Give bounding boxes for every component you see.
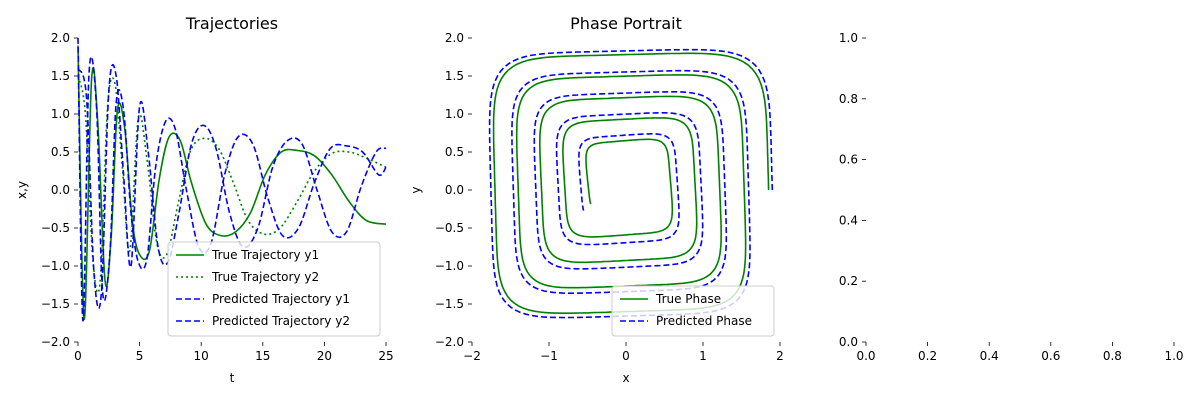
y-axis-label: x,y <box>15 181 29 199</box>
legend-label: True Trajectory y1 <box>211 248 319 262</box>
x-tick-label: 20 <box>317 349 332 363</box>
y-tick-label: 0.5 <box>51 145 70 159</box>
y-tick-label: −1.0 <box>435 259 464 273</box>
y-tick-label: 0.0 <box>445 183 464 197</box>
x-tick-label: 0 <box>622 349 630 363</box>
chart-title: Trajectories <box>185 14 278 33</box>
y-tick-label: −0.5 <box>41 221 70 235</box>
y-tick-label: −1.5 <box>435 297 464 311</box>
panel-empty: 0.0 0.2 0.4 0.6 0.8 1.0 0.0 0.2 0.4 0.6 0.8 1.0 <box>839 31 1184 363</box>
y-tick-label: −2.0 <box>435 335 464 349</box>
y-tick-label: 2.0 <box>51 31 70 45</box>
y-tick-label: −1.5 <box>41 297 70 311</box>
series-line <box>77 75 387 294</box>
y-tick-label: 0.0 <box>839 335 858 349</box>
legend-label: True Phase <box>655 292 721 306</box>
x-axis-label: t <box>230 371 235 385</box>
x-tick-label: 1.0 <box>1164 349 1183 363</box>
x-tick-label: −2 <box>463 349 481 363</box>
y-tick-label: 1.5 <box>51 69 70 83</box>
x-tick-label: 0.6 <box>1041 349 1060 363</box>
x-tick-label: 15 <box>255 349 270 363</box>
legend-label: Predicted Phase <box>656 314 752 328</box>
legend-label: Predicted Trajectory y1 <box>212 292 350 306</box>
legend-box <box>611 285 775 337</box>
x-tick-label: 0 <box>74 349 82 363</box>
x-tick-label: 10 <box>194 349 209 363</box>
panel-trajectories: Trajectories 0 5 10 15 20 25−2.0−1.5−1.0−0.50… <box>15 14 394 385</box>
axes: 0 5 10 15 20 25 −2.0 −1.5 −1.0 −0.5 0.0 0.5 1.0 1.5 2.… <box>41 31 394 363</box>
x-tick-label: −1 <box>540 349 558 363</box>
y-tick-label: 1.5 <box>445 69 464 83</box>
chart-title: Phase Portrait <box>570 14 682 33</box>
y-tick-label: 0.6 <box>839 153 858 167</box>
series-group <box>488 48 774 319</box>
legend-box <box>167 241 381 337</box>
series-line <box>77 64 387 310</box>
y-tick-label: 0.0 <box>51 183 70 197</box>
legend: True Phase Predicted Phase <box>611 285 775 337</box>
series-line <box>488 48 774 319</box>
legend: True Trajectory y1 True Trajectory y2 Pred… <box>167 241 381 337</box>
y-tick-label: 1.0 <box>51 107 70 121</box>
x-tick-label: 25 <box>378 349 393 363</box>
x-tick-label: 2 <box>776 349 784 363</box>
y-tick-label: 1.0 <box>445 107 464 121</box>
y-tick-label: 0.5 <box>445 145 464 159</box>
series-group <box>77 37 387 322</box>
y-tick-label: 0.8 <box>839 92 858 106</box>
legend-label: Predicted Trajectory y2 <box>212 314 350 328</box>
y-tick-label: 2.0 <box>445 31 464 45</box>
x-tick-label: 0.0 <box>856 349 875 363</box>
y-tick-label: 0.2 <box>839 274 858 288</box>
y-tick-label: 1.0 <box>839 31 858 45</box>
x-tick-label: 1 <box>699 349 707 363</box>
axes: −2 −1 0 1 2 −2.0 −1.5 −1.0 −0.5 0.0 0.5 1.0 1.5 2.0 <box>435 31 784 363</box>
axes: 0.0 0.2 0.4 0.6 0.8 1.0 0.0 0.2 0.4 0.6 0.8 1.0 <box>839 31 1184 363</box>
x-axis-label: x <box>622 371 629 385</box>
y-tick-label: −0.5 <box>435 221 464 235</box>
y-tick-label: −1.0 <box>41 259 70 273</box>
y-tick-label: −2.0 <box>41 335 70 349</box>
x-tick-label: 0.4 <box>980 349 999 363</box>
y-tick-label: 0.4 <box>839 213 858 227</box>
x-tick-label: 5 <box>136 349 144 363</box>
panel-phase-portrait: Phase Portrait −2 −1 0 1 2 −2.0 −1.5 −1.0 −0.5 0.… <box>409 14 784 385</box>
x-tick-label: 0.2 <box>918 349 937 363</box>
x-tick-label: 0.8 <box>1103 349 1122 363</box>
series-line <box>77 37 387 322</box>
y-axis-label: y <box>409 186 423 193</box>
legend-label: True Trajectory y2 <box>211 270 319 284</box>
